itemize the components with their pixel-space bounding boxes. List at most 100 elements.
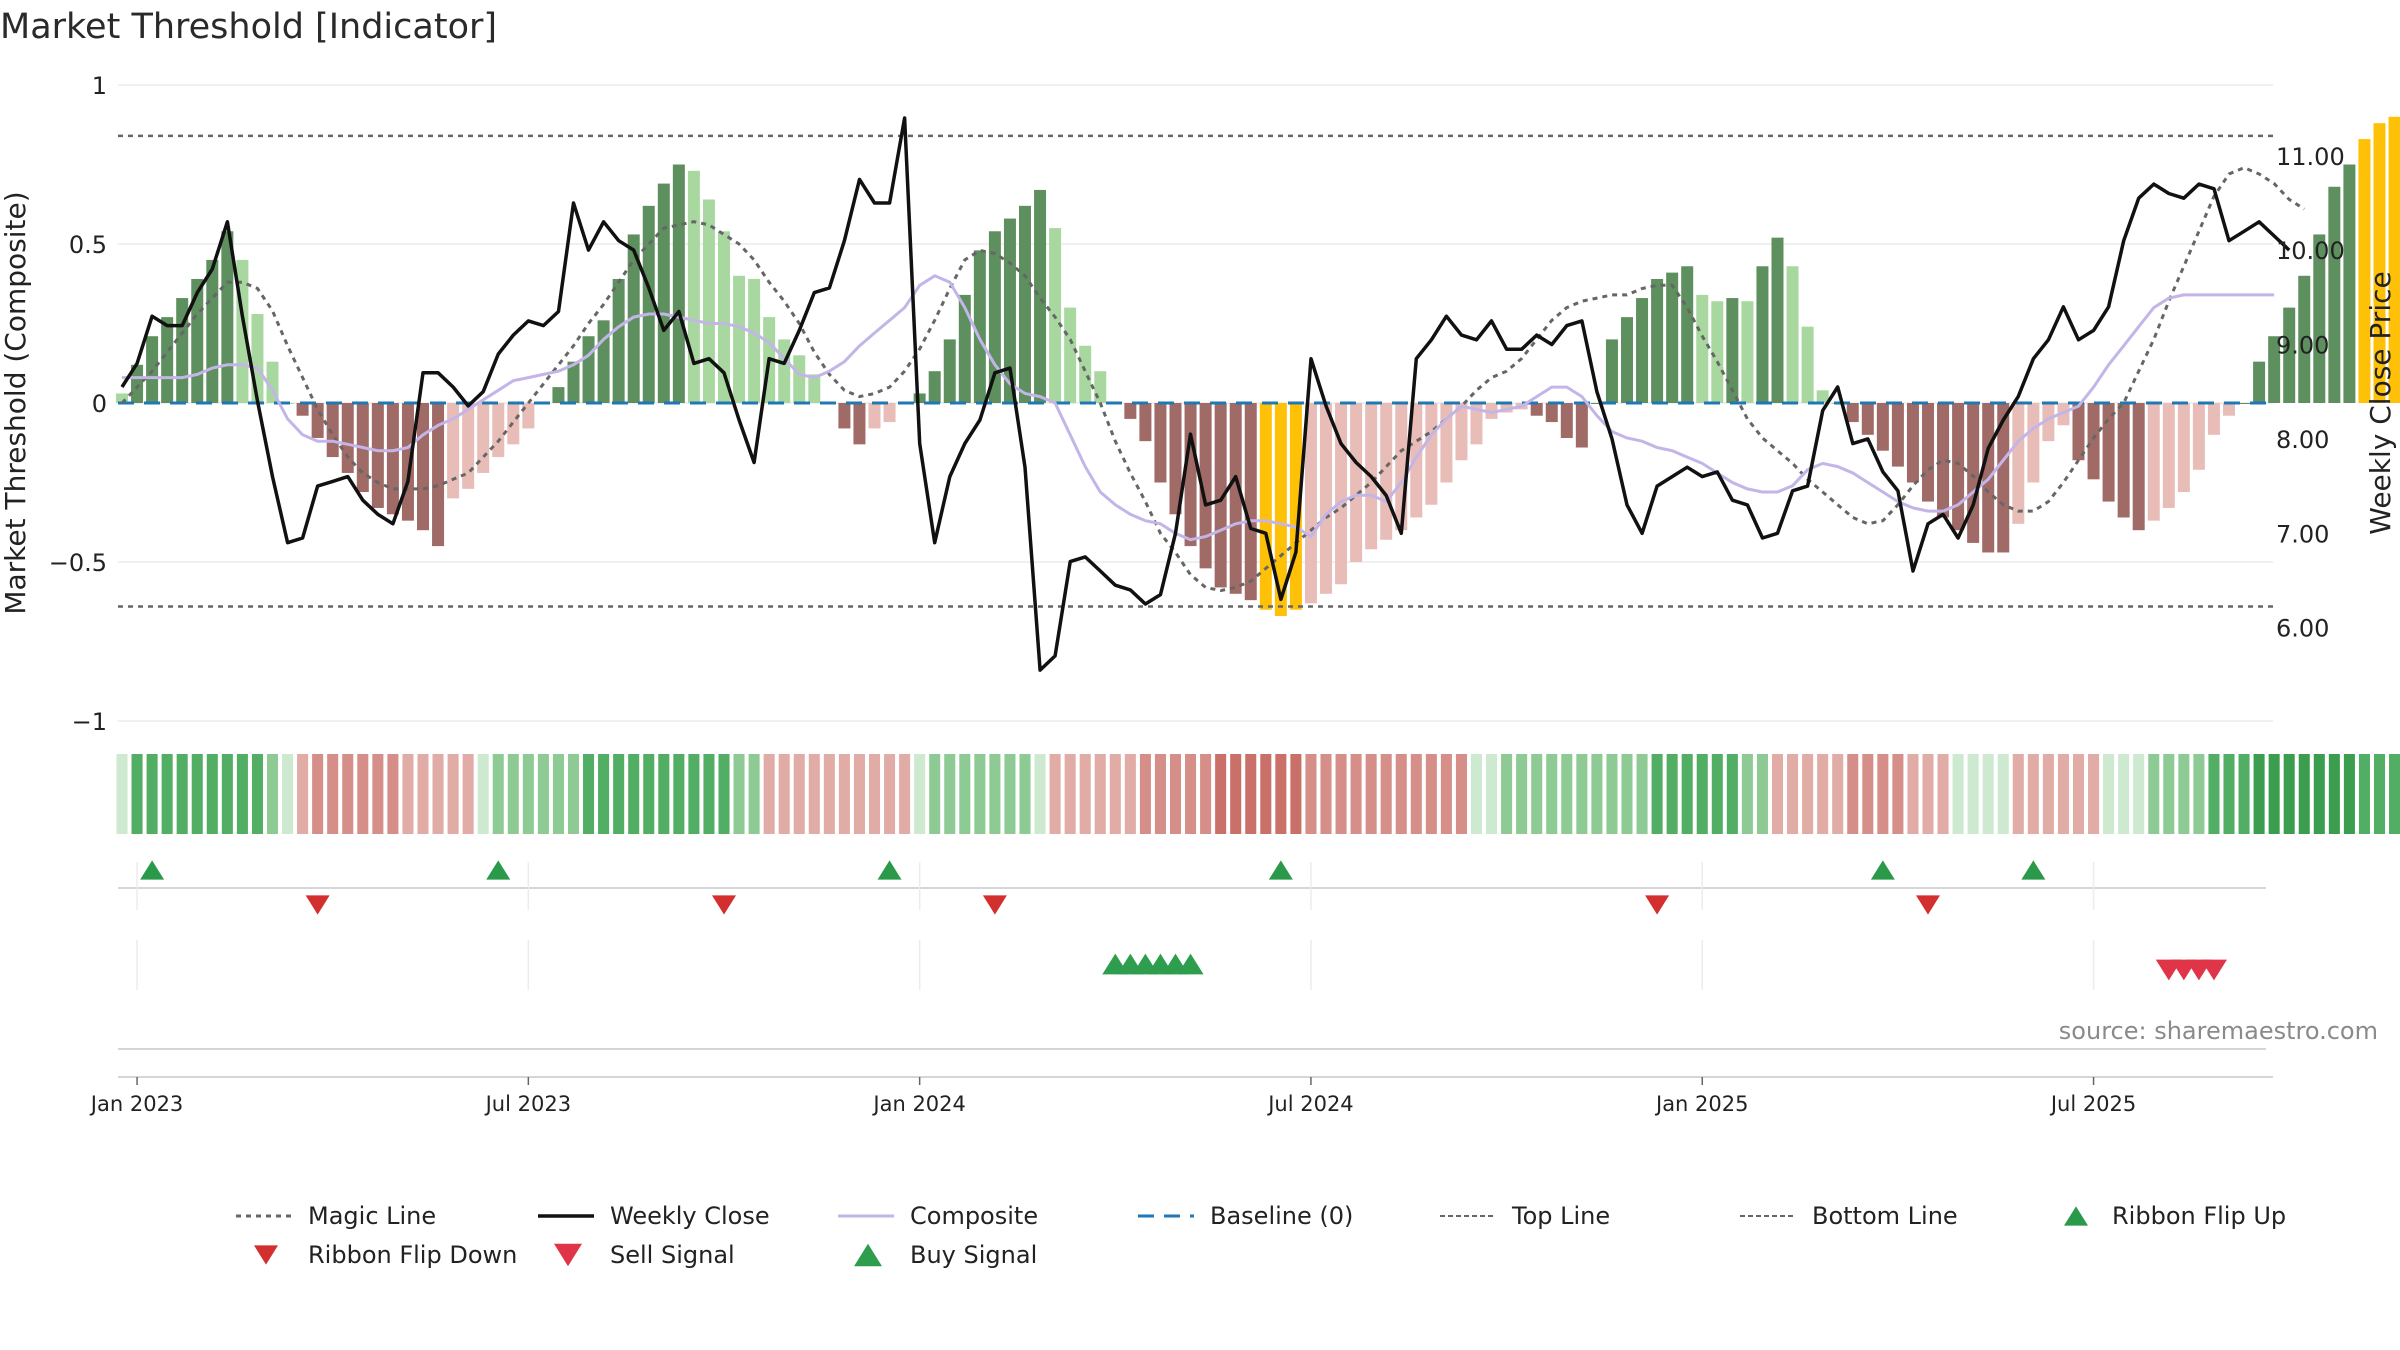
composite-bar [1500, 403, 1513, 413]
ribbon-cell [1817, 754, 1829, 834]
ribbon-cell [1079, 754, 1091, 834]
ribbon-cell [176, 754, 188, 834]
ribbon-cell [2057, 754, 2069, 834]
composite-bar [1711, 301, 1724, 403]
ribbon-cell [583, 754, 595, 834]
ribbon-flip-up-marker [486, 860, 511, 880]
ribbon-cell [1997, 754, 2009, 834]
ribbon-cell [703, 754, 715, 834]
y-tick-left: 0.5 [69, 231, 107, 259]
composite-bar [1470, 403, 1483, 445]
ribbon-cell [1907, 754, 1919, 834]
composite-bar [672, 164, 685, 403]
composite-bar [2328, 186, 2341, 403]
ribbon-cell [2148, 754, 2160, 834]
composite-bar [1485, 403, 1498, 419]
composite-bar [1681, 266, 1694, 403]
composite-bar [552, 387, 565, 403]
composite-bar [612, 278, 625, 403]
ribbon-cell [251, 754, 263, 834]
ribbon-cell [131, 754, 143, 834]
ribbon-flip-down-marker [1645, 895, 1670, 915]
composite-bar [116, 393, 128, 403]
ribbon-cell [929, 754, 941, 834]
ribbon-cell [2343, 754, 2355, 834]
ribbon-cell [1380, 754, 1392, 834]
ribbon-cell [1832, 754, 1844, 834]
composite-bar [943, 339, 956, 403]
y-tick-right: 11.00 [2276, 143, 2345, 171]
ribbon-cell [2133, 754, 2145, 834]
legend-label: Baseline (0) [1210, 1202, 1353, 1230]
composite-bar [718, 231, 730, 403]
composite-bar [1651, 278, 1664, 403]
ribbon-cell [206, 754, 218, 834]
ribbon-cell [1004, 754, 1016, 834]
composite-bar [973, 250, 986, 403]
composite-bar [326, 403, 339, 458]
y-tick-left: 0 [92, 390, 107, 418]
y-axis-right-label: Weekly Close Price [2364, 271, 2397, 534]
composite-bar [1666, 272, 1679, 403]
composite-bar [447, 403, 460, 499]
composite-bar [687, 170, 700, 403]
legend: Magic Line Weekly Close Composite Baseline … [236, 1202, 2286, 1269]
ribbon-cell [146, 754, 158, 834]
composite-bar [2207, 403, 2220, 435]
composite-bar [1410, 403, 1423, 518]
composite-bar [1169, 403, 1182, 515]
ribbon-cell [1230, 754, 1242, 834]
composite-bar [1816, 390, 1829, 403]
composite-bar [2117, 403, 2130, 518]
composite-bar [146, 336, 159, 403]
composite-bar [808, 374, 821, 403]
y-tick-right: 7.00 [2276, 520, 2329, 548]
ribbon-cell [1696, 754, 1708, 834]
ribbon-cell [1260, 754, 1272, 834]
ribbon-cell [552, 754, 564, 834]
composite-bar [733, 275, 746, 403]
legend-label: Ribbon Flip Up [2112, 1202, 2286, 1230]
ribbon-cell [1470, 754, 1483, 834]
ribbon-strip [116, 754, 2400, 834]
x-tick-label: Jul 2025 [2049, 1092, 2136, 1116]
ribbon-cell [1395, 754, 1407, 834]
ribbon-cell [778, 754, 790, 834]
ribbon-cell [1455, 754, 1467, 834]
x-tick-label: Jan 2024 [871, 1092, 966, 1116]
ribbon-cell [417, 754, 429, 834]
ribbon-cell [673, 754, 685, 834]
composite-bar [2253, 361, 2266, 403]
composite-bar [582, 336, 595, 403]
composite-bar [2238, 403, 2251, 404]
ribbon-cell [1591, 754, 1603, 834]
ribbon-cell [1185, 754, 1197, 834]
ribbon-cell [823, 754, 835, 834]
legend-label: Top Line [1511, 1202, 1610, 1230]
composite-bar [1094, 371, 1107, 403]
x-tick-label: Jul 2023 [484, 1092, 571, 1116]
ribbon-flip-down-marker [712, 895, 736, 915]
composite-bar [838, 403, 851, 429]
threshold-lines [118, 134, 2273, 608]
ribbon-cell [899, 754, 911, 834]
x-tick-label: Jan 2023 [89, 1092, 184, 1116]
ribbon-flip-up-marker [877, 860, 902, 880]
ribbon-cell [628, 754, 640, 834]
ribbon-cell [838, 754, 850, 834]
composite-bar [1636, 298, 1649, 403]
y-axis-left: 1 0.5 0 −0.5 −1 [49, 72, 107, 736]
composite-bar [341, 403, 354, 473]
ribbon-cell [372, 754, 384, 834]
ribbon-cell [161, 754, 173, 834]
ribbon-cell [1410, 754, 1422, 834]
ribbon-cell [1350, 754, 1362, 834]
ribbon-cell [1049, 754, 1061, 834]
composite-bar [597, 320, 610, 403]
x-axis: Jan 2023 Jul 2023 Jan 2024 Jul 2024 Jan 2025… [89, 1077, 2136, 1116]
ribbon-cell [2283, 754, 2295, 834]
composite-bar [1259, 403, 1272, 610]
ribbon-cell [1109, 754, 1121, 834]
ribbon-cell [688, 754, 700, 834]
ribbon-cell [1847, 754, 1859, 834]
